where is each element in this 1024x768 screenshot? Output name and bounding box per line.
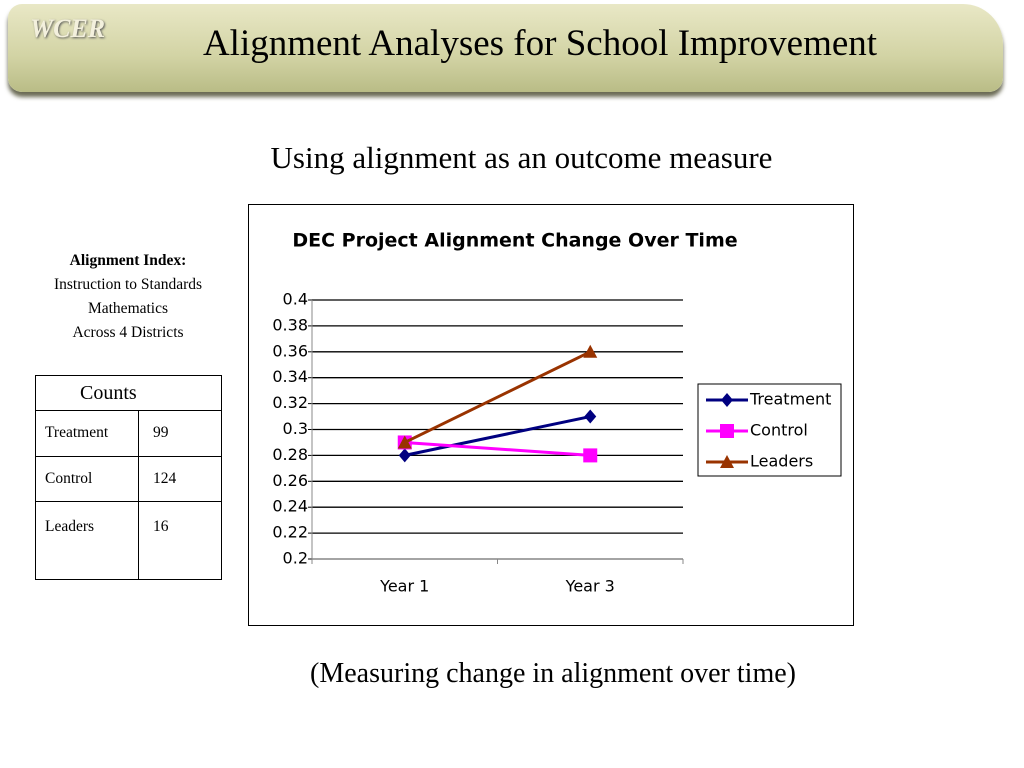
caption: (Measuring change in alignment over time…: [310, 658, 796, 689]
y-tick-label: 0.28: [272, 445, 308, 464]
y-tick-label: 0.38: [272, 315, 308, 334]
marker: [583, 344, 598, 358]
cell: Leaders: [35, 501, 139, 580]
marker: [398, 448, 411, 463]
cell: Treatment: [35, 410, 139, 456]
legend-marker: [720, 424, 734, 438]
cell: 124: [138, 455, 222, 502]
header-banner: WCER: [8, 4, 1003, 92]
cell: 16: [138, 501, 222, 580]
info: Alignment Index: Instruction to Standard…: [28, 249, 228, 345]
x-tick-label: Year 1: [379, 577, 429, 596]
marker: [583, 448, 598, 463]
legend-label: Treatment: [749, 390, 831, 409]
y-tick-label: 0.32: [272, 393, 308, 412]
legend-label: Control: [750, 421, 808, 440]
legend-label: Leaders: [750, 452, 813, 471]
slide-title: Alignment Analyses for School Improvemen…: [202, 23, 878, 64]
info-heading: Alignment Index:: [69, 252, 187, 269]
y-tick-label: 0.36: [272, 341, 308, 360]
chart: DEC Project Alignment Change Over Time 0…: [248, 204, 854, 626]
marker: [584, 409, 597, 424]
info-line: Mathematics: [87, 300, 169, 317]
y-tick-label: 0.26: [272, 471, 308, 490]
y-tick-label: 0.2: [283, 549, 308, 568]
series-line: [404, 350, 591, 444]
info-line: Across 4 Districts: [72, 324, 184, 341]
series-line: [404, 415, 591, 457]
legend-marker: [720, 455, 734, 468]
series-line: [404, 440, 591, 457]
y-tick-label: 0.3: [283, 419, 308, 438]
info-line: Instruction to Standards: [53, 276, 203, 293]
subtitle: Using alignment as an outcome measure: [270, 140, 773, 175]
counts-table: Counts Treatment 99 Control 124 Leaders 16: [35, 375, 222, 580]
y-tick-label: 0.34: [272, 367, 308, 386]
chart-title: DEC Project Alignment Change Over Time: [292, 230, 737, 252]
x-tick-label: Year 3: [565, 577, 615, 596]
table-header: Counts: [35, 375, 222, 411]
legend-marker: [721, 393, 733, 407]
logo: WCER: [30, 14, 106, 43]
marker: [397, 435, 412, 449]
y-tick-label: 0.4: [283, 290, 308, 309]
y-tick-label: 0.24: [272, 497, 308, 516]
cell: Control: [35, 455, 139, 502]
y-tick-label: 0.22: [272, 523, 308, 542]
cell: 99: [138, 410, 222, 456]
